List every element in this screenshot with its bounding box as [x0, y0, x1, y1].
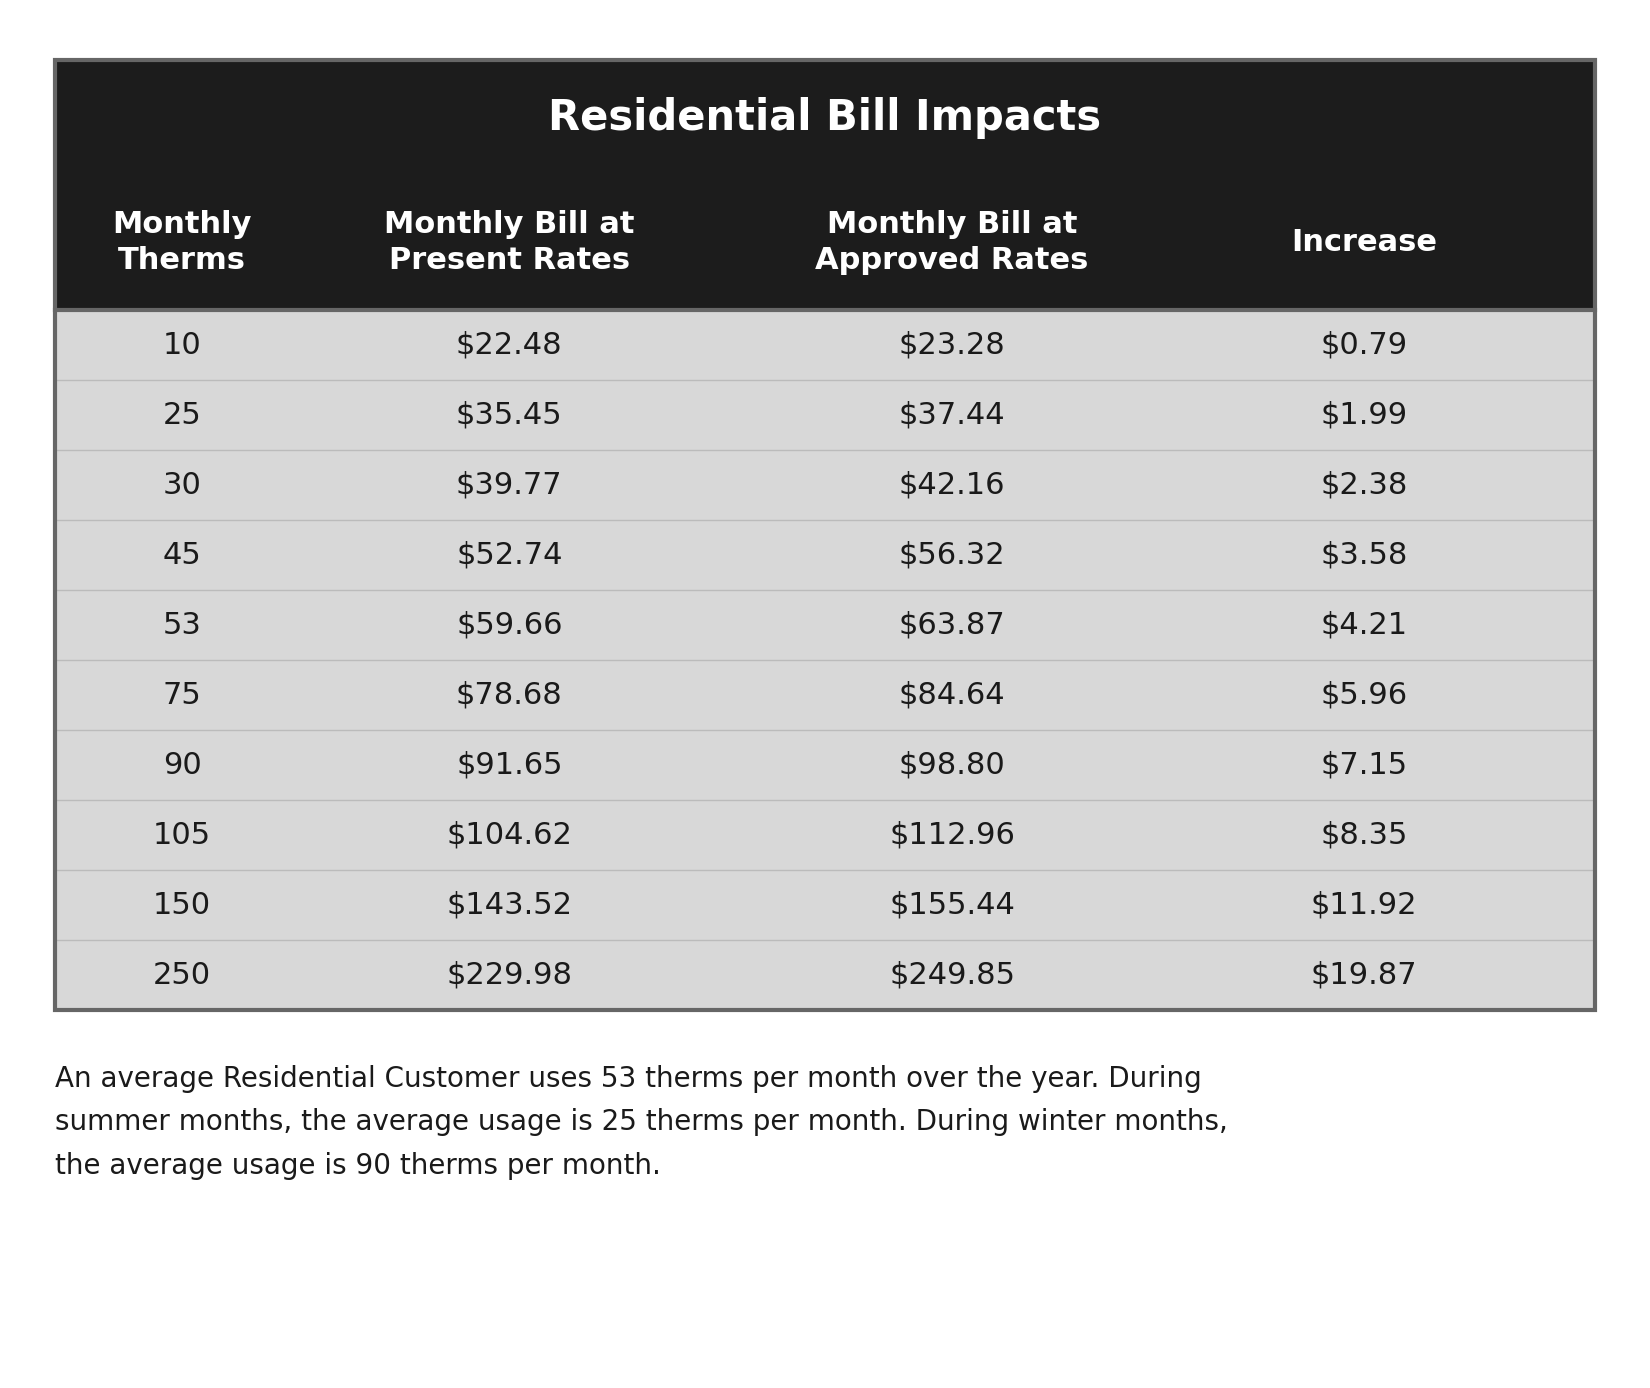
Text: 250: 250: [153, 960, 211, 990]
Bar: [54, 730, 1596, 799]
Text: 90: 90: [163, 751, 201, 780]
Text: $84.64: $84.64: [899, 680, 1005, 709]
Text: $39.77: $39.77: [455, 471, 563, 500]
Text: 30: 30: [163, 471, 201, 500]
Text: $59.66: $59.66: [455, 611, 563, 640]
Bar: [54, 175, 1596, 310]
Text: 45: 45: [163, 540, 201, 569]
Bar: [54, 60, 1596, 175]
Bar: [54, 310, 1596, 380]
Text: 53: 53: [163, 611, 201, 640]
Text: $5.96: $5.96: [1320, 680, 1407, 709]
Text: $0.79: $0.79: [1320, 330, 1407, 359]
Text: $249.85: $249.85: [889, 960, 1015, 990]
Text: $2.38: $2.38: [1320, 471, 1407, 500]
Text: $229.98: $229.98: [446, 960, 573, 990]
Text: $104.62: $104.62: [447, 820, 573, 849]
Text: $42.16: $42.16: [899, 471, 1005, 500]
Text: 75: 75: [163, 680, 201, 709]
Text: $91.65: $91.65: [455, 751, 563, 780]
Text: $8.35: $8.35: [1320, 820, 1407, 849]
Text: 25: 25: [163, 401, 201, 429]
Bar: [54, 661, 1596, 730]
Text: $11.92: $11.92: [1310, 891, 1417, 919]
Text: Increase: Increase: [1290, 228, 1437, 257]
Text: $3.58: $3.58: [1320, 540, 1407, 569]
Bar: [54, 380, 1596, 450]
Text: $7.15: $7.15: [1320, 751, 1407, 780]
Text: $35.45: $35.45: [455, 401, 563, 429]
Text: $63.87: $63.87: [899, 611, 1005, 640]
Text: $98.80: $98.80: [899, 751, 1005, 780]
Text: An average Residential Customer uses 53 therms per month over the year. During
s: An average Residential Customer uses 53 …: [54, 1065, 1228, 1180]
Text: $1.99: $1.99: [1320, 401, 1407, 429]
Text: $155.44: $155.44: [889, 891, 1015, 919]
Text: $22.48: $22.48: [455, 330, 563, 359]
Bar: [54, 870, 1596, 940]
Text: 10: 10: [163, 330, 201, 359]
Bar: [54, 590, 1596, 661]
Text: 150: 150: [153, 891, 211, 919]
Bar: [54, 60, 1596, 1010]
Text: Monthly Bill at
Present Rates: Monthly Bill at Present Rates: [384, 210, 635, 275]
Bar: [54, 940, 1596, 1010]
Text: $56.32: $56.32: [899, 540, 1005, 569]
Text: $19.87: $19.87: [1310, 960, 1417, 990]
Text: $37.44: $37.44: [899, 401, 1005, 429]
Bar: [54, 799, 1596, 870]
Text: $143.52: $143.52: [446, 891, 573, 919]
Text: 105: 105: [153, 820, 211, 849]
Text: $112.96: $112.96: [889, 820, 1015, 849]
Bar: [54, 450, 1596, 520]
Bar: [54, 520, 1596, 590]
Text: $4.21: $4.21: [1320, 611, 1407, 640]
Text: Monthly Bill at
Approved Rates: Monthly Bill at Approved Rates: [815, 210, 1089, 275]
Text: Residential Bill Impacts: Residential Bill Impacts: [548, 97, 1102, 139]
Text: $52.74: $52.74: [455, 540, 563, 569]
Text: Monthly
Therms: Monthly Therms: [112, 210, 252, 275]
Text: $23.28: $23.28: [899, 330, 1005, 359]
Text: $78.68: $78.68: [455, 680, 563, 709]
